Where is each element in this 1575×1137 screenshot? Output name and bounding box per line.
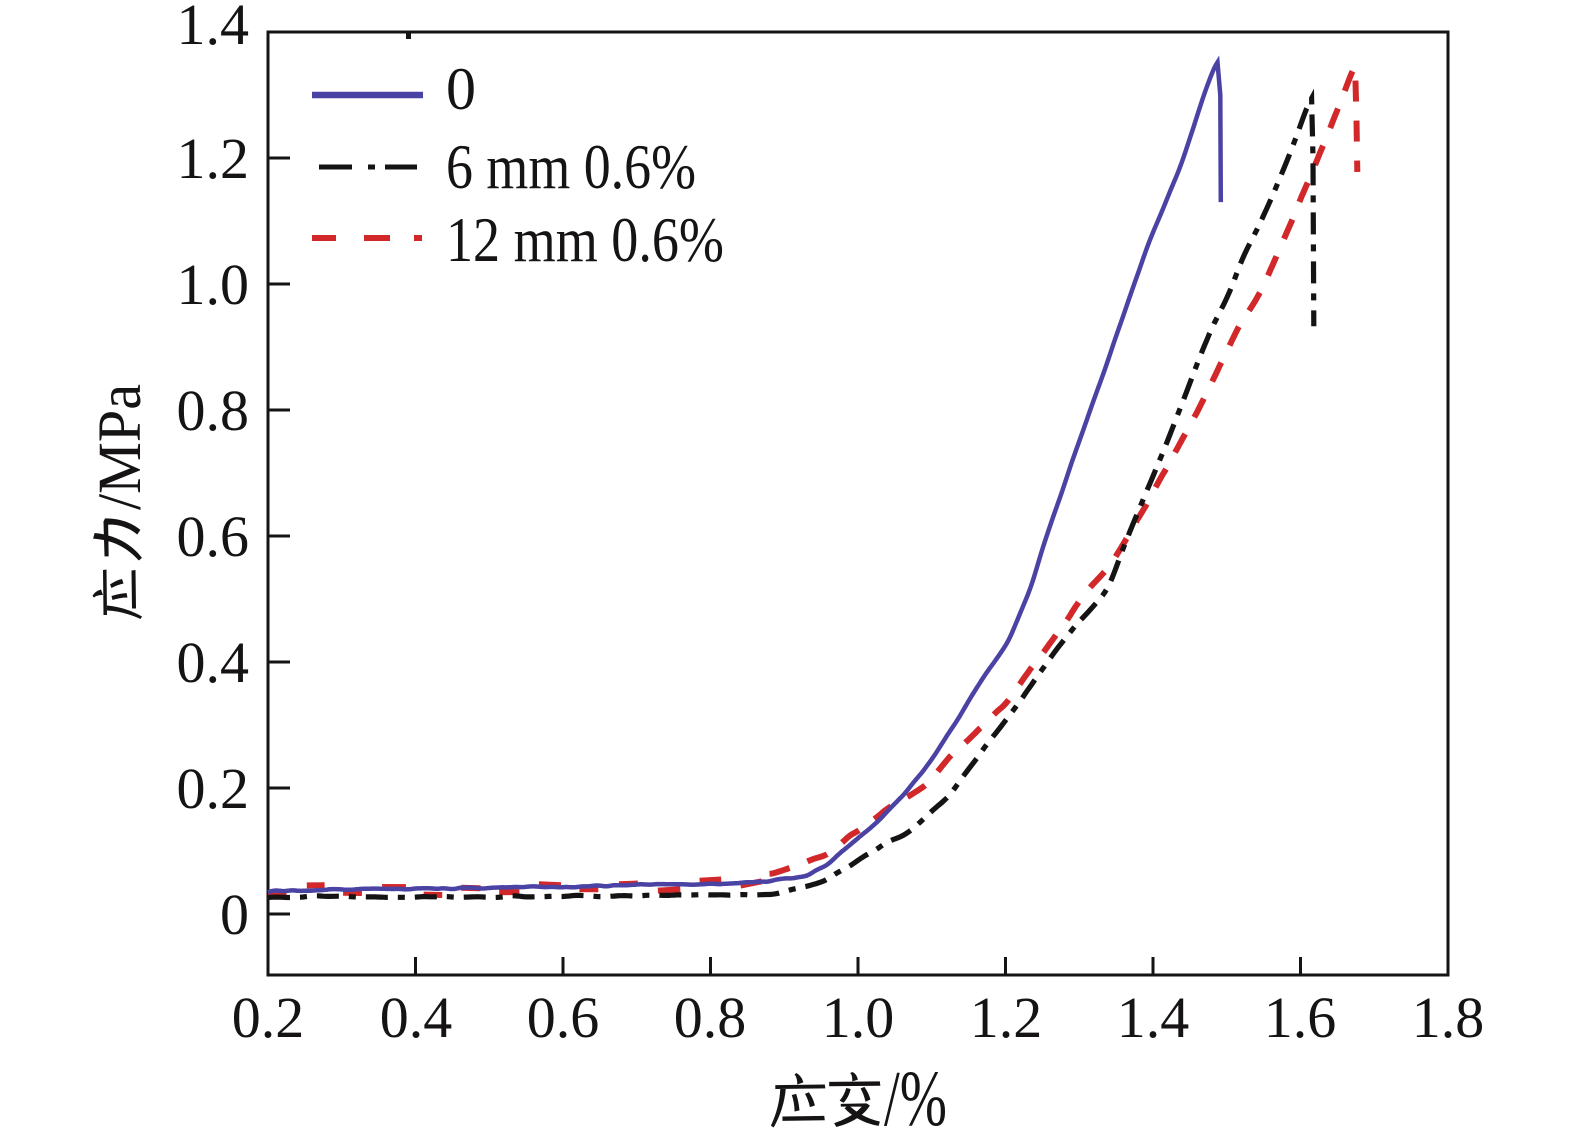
svg-text:0.8: 0.8 (674, 985, 747, 1050)
svg-text:12 mm 0.6%: 12 mm 0.6% (446, 204, 724, 275)
svg-text:1.0: 1.0 (822, 985, 895, 1050)
svg-text:0.6: 0.6 (527, 985, 600, 1050)
svg-text:1.8: 1.8 (1412, 985, 1485, 1050)
svg-text:0.4: 0.4 (380, 985, 453, 1050)
svg-text:0.6: 0.6 (177, 504, 250, 569)
svg-text:0.8: 0.8 (177, 378, 250, 443)
svg-text:0: 0 (446, 56, 476, 122)
svg-text:1.2: 1.2 (177, 126, 250, 191)
svg-text:0.2: 0.2 (177, 756, 250, 821)
svg-text:6 mm 0.6%: 6 mm 0.6% (446, 131, 696, 202)
svg-text:0: 0 (220, 882, 249, 947)
svg-text:/%: /% (884, 1056, 947, 1137)
svg-text:1.4: 1.4 (177, 0, 250, 57)
svg-text:1.0: 1.0 (177, 252, 250, 317)
svg-text:1.6: 1.6 (1264, 985, 1337, 1050)
svg-text:/MPa: /MPa (87, 384, 154, 510)
svg-text:0.2: 0.2 (232, 985, 305, 1050)
svg-text:1.2: 1.2 (970, 985, 1043, 1050)
svg-text:0.4: 0.4 (177, 630, 250, 695)
svg-text:1.4: 1.4 (1117, 985, 1190, 1050)
